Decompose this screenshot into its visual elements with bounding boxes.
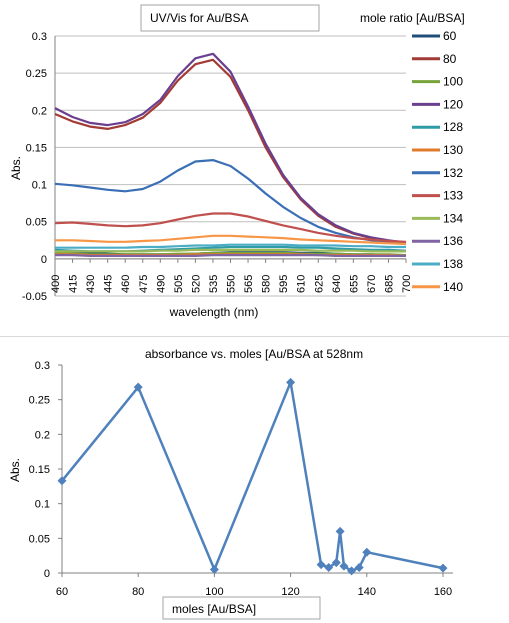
y-tick-label: 0.25 bbox=[29, 395, 50, 407]
chart-title: UV/Vis for Au/BSA bbox=[150, 11, 249, 25]
x-axis-title: moles [Au/BSA] bbox=[172, 602, 256, 616]
data-point-marker bbox=[331, 558, 341, 568]
x-tick-label: 445 bbox=[103, 275, 115, 293]
x-tick-label: 565 bbox=[243, 275, 255, 293]
series-line-138 bbox=[55, 243, 406, 249]
x-tick-label: 100 bbox=[205, 586, 223, 598]
legend-label-128: 128 bbox=[443, 120, 463, 134]
series-line-134 bbox=[55, 248, 406, 253]
legend-label-120: 120 bbox=[443, 97, 463, 111]
x-tick-label: 595 bbox=[278, 275, 290, 293]
legend-label-100: 100 bbox=[443, 75, 463, 89]
data-point-marker bbox=[335, 526, 345, 536]
y-tick-label: 0.25 bbox=[26, 68, 47, 80]
legend-label-134: 134 bbox=[443, 211, 463, 225]
x-tick-label: 140 bbox=[358, 586, 376, 598]
data-point-marker bbox=[209, 565, 219, 575]
y-tick-label: 0 bbox=[44, 568, 50, 580]
legend-label-80: 80 bbox=[443, 52, 457, 66]
x-tick-label: 490 bbox=[155, 275, 167, 293]
data-point-marker bbox=[362, 547, 372, 557]
data-point-marker bbox=[133, 382, 143, 392]
y-tick-label: 0.15 bbox=[26, 142, 47, 154]
y-tick-label: 0.1 bbox=[32, 180, 47, 192]
data-point-marker bbox=[316, 560, 326, 570]
data-point-marker bbox=[339, 561, 349, 571]
series-line-136 bbox=[55, 254, 406, 257]
series-line-140 bbox=[55, 234, 407, 246]
y-tick-label: 0.15 bbox=[29, 464, 50, 476]
x-tick-label: 505 bbox=[173, 275, 185, 293]
x-tick-label: 60 bbox=[56, 586, 68, 598]
series-line-132 bbox=[54, 159, 407, 246]
x-tick-label: 160 bbox=[434, 586, 452, 598]
x-tick-label: 430 bbox=[85, 275, 97, 293]
legend-label-133: 133 bbox=[443, 189, 463, 203]
x-tick-label: 640 bbox=[331, 275, 343, 293]
legend-label-140: 140 bbox=[443, 280, 463, 294]
x-tick-label: 625 bbox=[313, 275, 325, 293]
y-tick-label: 0.1 bbox=[35, 499, 50, 511]
y-tick-label: -0.05 bbox=[22, 291, 47, 303]
x-tick-label: 460 bbox=[120, 275, 132, 293]
data-point-marker bbox=[354, 562, 364, 572]
chart-divider bbox=[0, 336, 509, 337]
x-tick-label: 655 bbox=[348, 275, 360, 293]
chart-title-box bbox=[140, 4, 320, 32]
y-axis-title: Abs. bbox=[8, 458, 22, 482]
y-tick-label: 0.05 bbox=[26, 217, 47, 229]
x-tick-label: 550 bbox=[226, 275, 238, 293]
x-tick-label: 610 bbox=[296, 275, 308, 293]
x-tick-label: 400 bbox=[50, 275, 62, 293]
data-point-marker bbox=[57, 476, 67, 486]
x-axis-title-box bbox=[162, 596, 321, 620]
uvvis-chart: UV/Vis for Au/BSA -0.05 0 0.05 0.1 0.15 0.2 0.2… bbox=[9, 4, 465, 319]
x-tick-label: 520 bbox=[190, 275, 202, 293]
data-point-marker bbox=[347, 566, 357, 576]
series-line-80 bbox=[54, 58, 407, 245]
chart-title: absorbance vs. moles [Au/BSA at 528nm bbox=[145, 347, 363, 361]
legend-label-132: 132 bbox=[443, 166, 463, 180]
data-point-marker bbox=[324, 562, 334, 572]
x-tick-label: 685 bbox=[383, 275, 395, 293]
y-axis-title: Abs. bbox=[9, 156, 23, 180]
x-tick-label: 475 bbox=[138, 275, 150, 293]
x-tick-label: 120 bbox=[281, 586, 299, 598]
series-line-120 bbox=[54, 52, 407, 244]
x-tick-label: 700 bbox=[401, 275, 413, 293]
legend-label-60: 60 bbox=[443, 29, 457, 43]
y-tick-label: 0.3 bbox=[32, 31, 47, 43]
y-tick-label: 0.2 bbox=[32, 105, 47, 117]
y-tick-label: 0 bbox=[41, 254, 47, 266]
data-point-marker bbox=[438, 563, 448, 573]
x-tick-label: 670 bbox=[366, 275, 378, 293]
legend-label-136: 136 bbox=[443, 234, 463, 248]
x-tick-label: 415 bbox=[68, 275, 80, 293]
x-tick-label: 535 bbox=[208, 275, 220, 293]
x-axis-title: wavelength (nm) bbox=[169, 305, 259, 319]
y-tick-label: 0.05 bbox=[29, 533, 50, 545]
data-point-marker bbox=[286, 377, 296, 387]
x-tick-label: 80 bbox=[132, 586, 144, 598]
series-line-133 bbox=[54, 212, 407, 243]
legend-title: mole ratio [Au/BSA] bbox=[360, 11, 465, 25]
legend-label-138: 138 bbox=[443, 257, 463, 271]
y-tick-label: 0.3 bbox=[35, 360, 50, 372]
series-line bbox=[61, 381, 444, 573]
y-tick-label: 0.2 bbox=[35, 429, 50, 441]
legend-label-130: 130 bbox=[443, 143, 463, 157]
x-tick-label: 580 bbox=[261, 275, 273, 293]
